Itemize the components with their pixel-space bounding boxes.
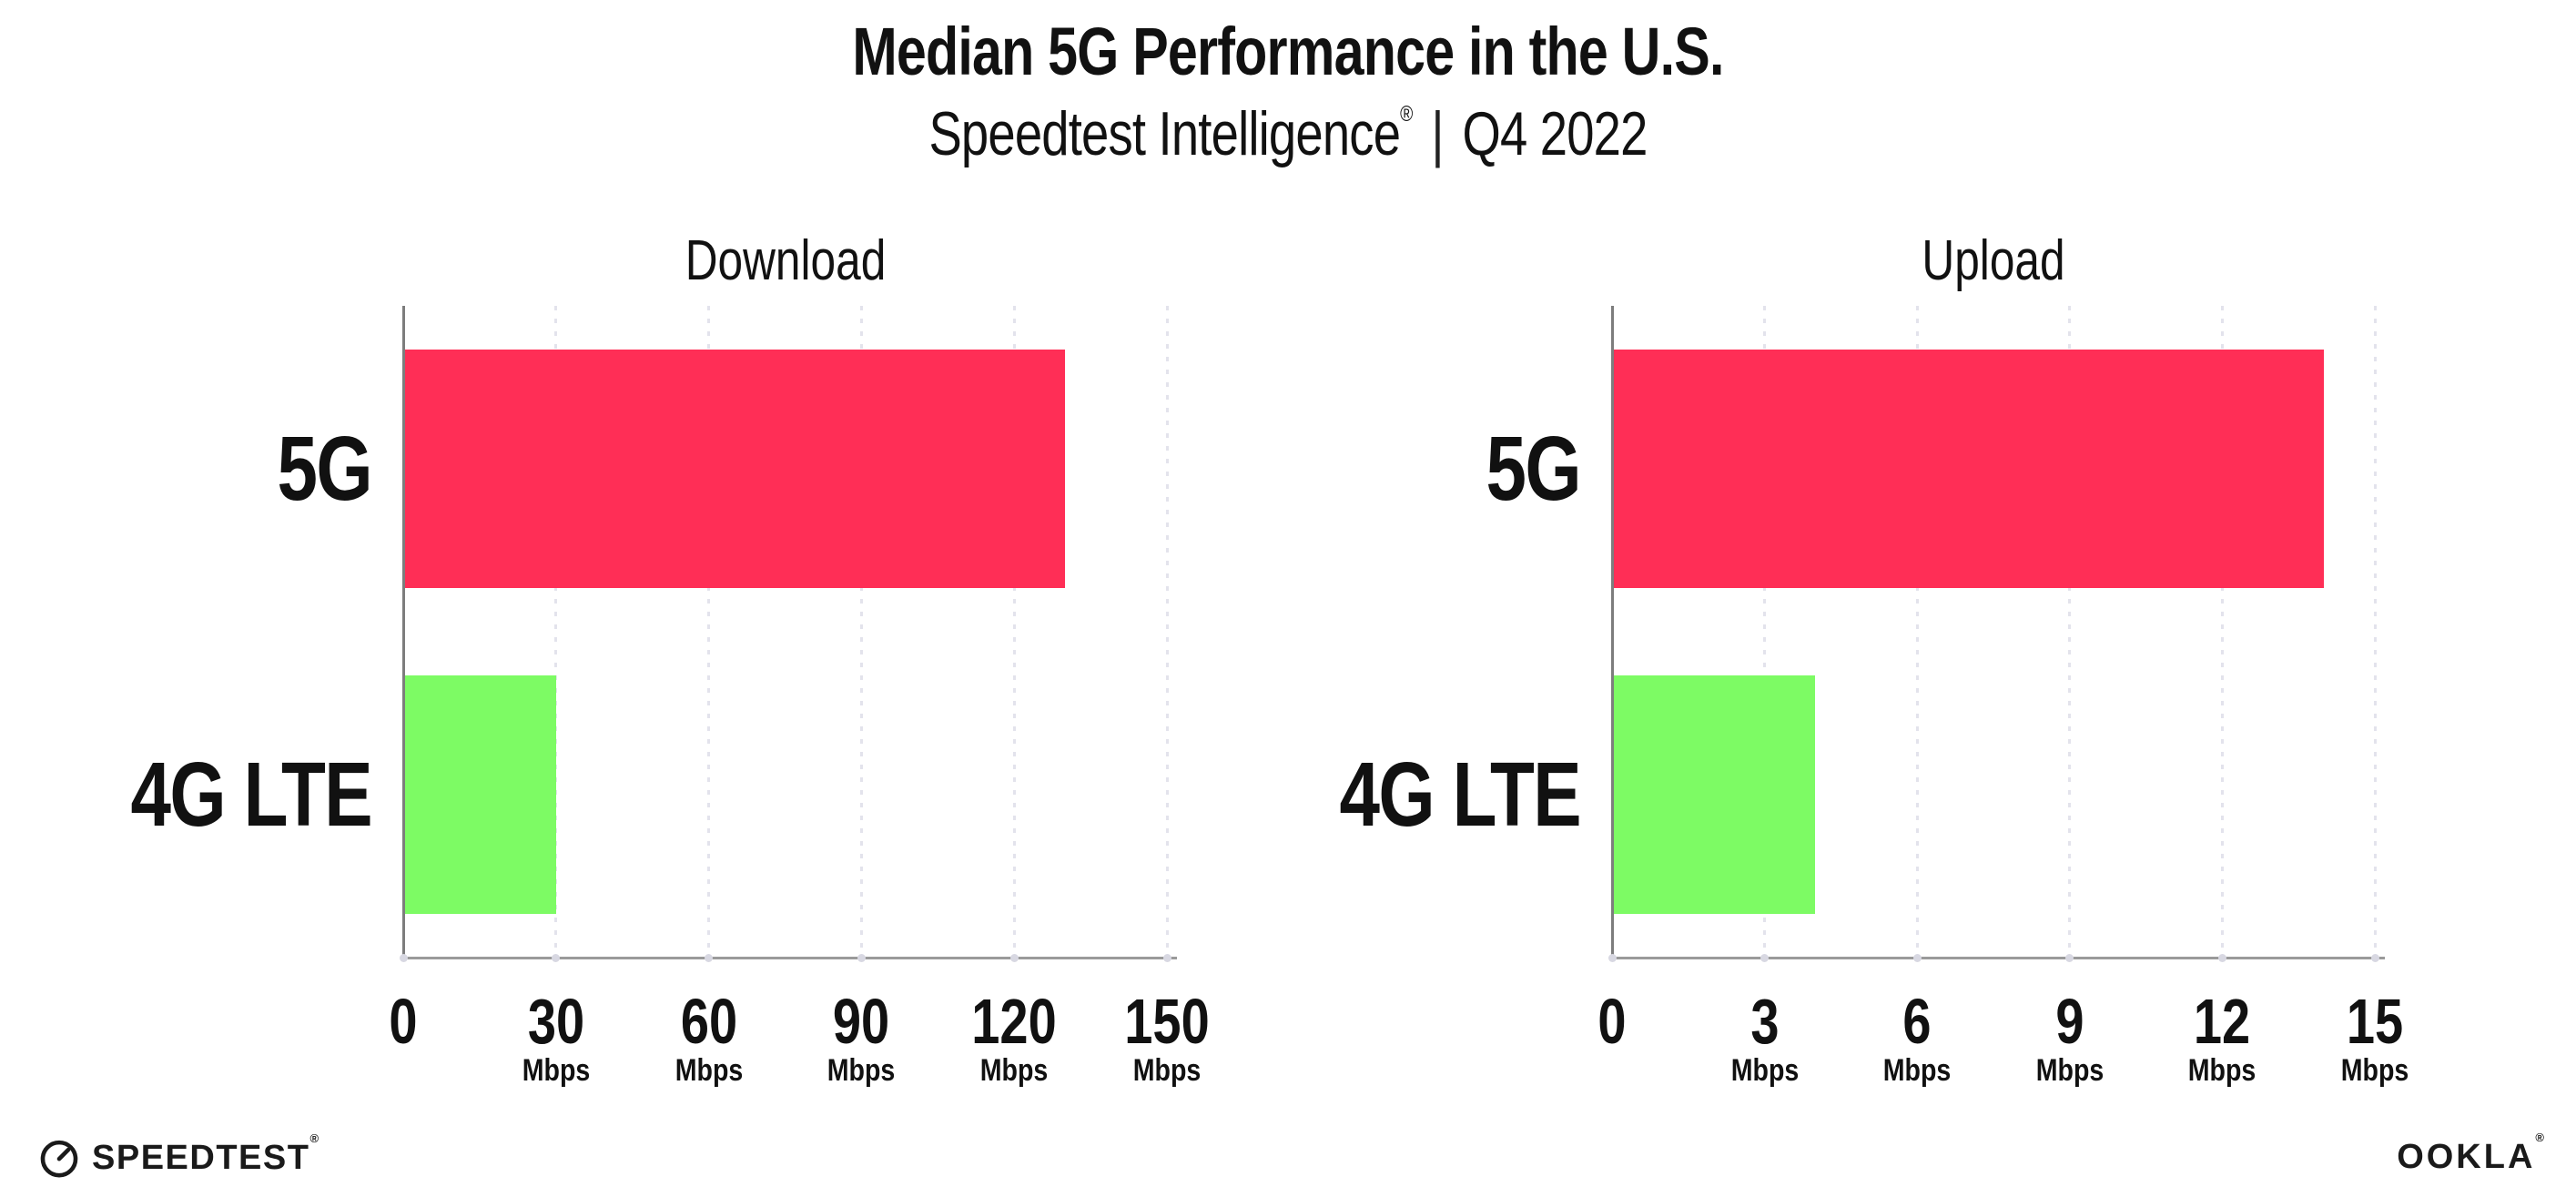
gridline-download-30 [554, 306, 558, 958]
tick-label-upload-15: 15 [2346, 986, 2404, 1057]
x-axis-line-upload [1610, 956, 2385, 959]
axis-tick-dot-download-60 [705, 953, 714, 962]
axis-tick-dot-upload-6 [1912, 953, 1922, 962]
axis-tick-dot-download-30 [552, 953, 561, 962]
tick-label-upload-9: 9 [2055, 986, 2084, 1057]
axis-tick-dot-download-90 [857, 953, 866, 962]
tick-unit-upload-9: Mbps [2035, 1053, 2104, 1088]
axis-tick-dot-download-120 [1009, 953, 1019, 962]
page-title: Median 5G Performance in the U.S. [852, 14, 1724, 89]
chart-title-download: Download [685, 229, 886, 292]
ookla-wordmark: OOKLA [2397, 1138, 2536, 1176]
speedtest-logo: SPEEDTEST® [38, 1131, 320, 1179]
x-axis-line-download [401, 956, 1177, 959]
gridline-upload-15 [2373, 306, 2377, 958]
tick-label-upload-3: 3 [1750, 986, 1780, 1057]
gridline-upload-6 [1915, 306, 1919, 958]
registered-mark: ® [1400, 102, 1413, 127]
tick-unit-upload-15: Mbps [2340, 1053, 2409, 1088]
gridline-download-60 [707, 306, 711, 958]
gridline-download-150 [1165, 306, 1169, 958]
bar-upload-5g [1613, 350, 2325, 588]
page-subtitle: Speedtest Intelligence® | Q4 2022 [258, 98, 2318, 169]
axis-tick-dot-upload-15 [2370, 953, 2379, 962]
axis-tick-dot-download-150 [1162, 953, 1171, 962]
ookla-trademark: ® [2535, 1131, 2547, 1144]
chart-title-upload: Upload [1922, 229, 2065, 292]
gridline-upload-12 [2220, 306, 2224, 958]
subtitle-period: Q4 2022 [1462, 99, 1648, 168]
subtitle-brand: Speedtest Intelligence [928, 99, 1401, 168]
axis-tick-dot-upload-9 [2065, 953, 2074, 962]
tick-label-download-90: 90 [833, 986, 890, 1057]
y-axis-line-upload [1610, 306, 1614, 958]
tick-label-download-0: 0 [389, 986, 418, 1057]
ookla-logo: OOKLA® [2397, 1131, 2547, 1177]
tick-unit-download-30: Mbps [522, 1053, 591, 1088]
speedtest-trademark: ® [309, 1131, 320, 1145]
y-axis-line-download [401, 306, 405, 958]
category-label-download-4g-lte: 4G LTE [130, 744, 372, 846]
tick-unit-download-150: Mbps [1132, 1053, 1202, 1088]
tick-unit-download-90: Mbps [827, 1053, 896, 1088]
bar-upload-4g-lte [1613, 675, 1816, 914]
axis-tick-dot-upload-0 [1607, 953, 1617, 962]
tick-label-download-150: 150 [1124, 986, 1210, 1057]
tick-label-download-120: 120 [971, 986, 1057, 1057]
gridline-upload-3 [1763, 306, 1767, 958]
bar-download-4g-lte [404, 675, 556, 914]
tick-unit-upload-3: Mbps [1730, 1053, 1799, 1088]
bar-download-5g [404, 350, 1066, 588]
tick-unit-upload-12: Mbps [2188, 1053, 2257, 1088]
tick-label-upload-0: 0 [1597, 986, 1627, 1057]
tick-unit-download-120: Mbps [979, 1053, 1049, 1088]
axis-tick-dot-upload-3 [1760, 953, 1770, 962]
category-label-download-5g: 5G [277, 418, 372, 520]
speedtest-wordmark: SPEEDTEST® [92, 1131, 320, 1177]
category-label-upload-5g: 5G [1486, 418, 1581, 520]
subtitle-separator: | [1431, 99, 1444, 168]
axis-tick-dot-download-0 [399, 953, 408, 962]
gridline-upload-9 [2068, 306, 2072, 958]
axis-tick-dot-upload-12 [2217, 953, 2226, 962]
gridline-download-90 [859, 306, 863, 958]
tick-label-upload-6: 6 [1902, 986, 1932, 1057]
tick-unit-download-60: Mbps [674, 1053, 743, 1088]
gauge-icon [38, 1137, 80, 1179]
tick-label-upload-12: 12 [2194, 986, 2251, 1057]
category-label-upload-4g-lte: 4G LTE [1339, 744, 1581, 846]
tick-label-download-60: 60 [680, 986, 737, 1057]
tick-unit-upload-6: Mbps [1882, 1053, 1952, 1088]
gridline-download-120 [1012, 306, 1016, 958]
tick-label-download-30: 30 [527, 986, 584, 1057]
